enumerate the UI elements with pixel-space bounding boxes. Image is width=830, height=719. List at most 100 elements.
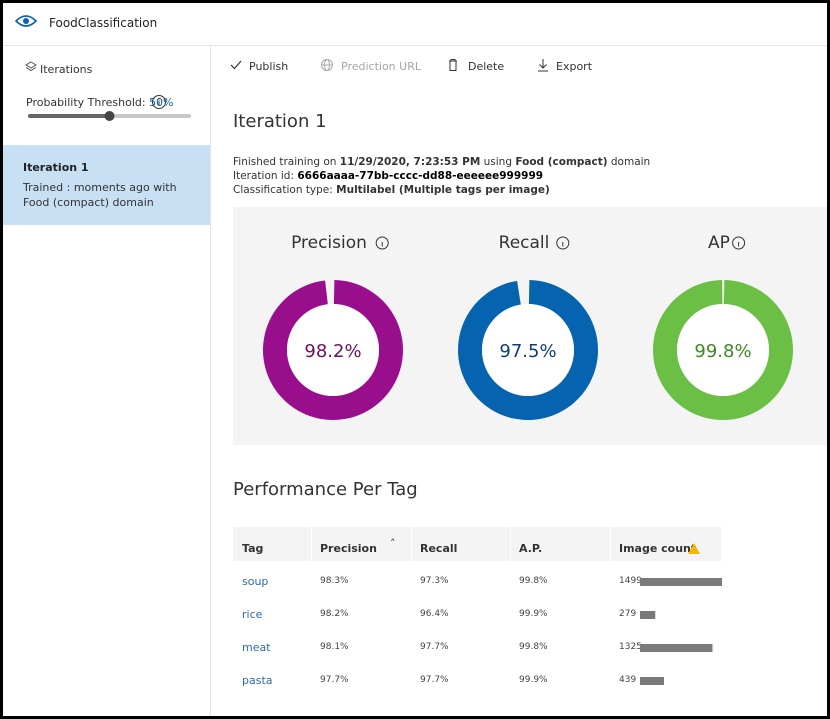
sidebar: Iterations Probability Threshold: 50% It… bbox=[3, 46, 211, 716]
table-cell: 98.1% bbox=[320, 642, 349, 652]
training-domain: Food (compact) bbox=[515, 156, 608, 168]
count-bar bbox=[640, 578, 722, 586]
table-cell: 97.7% bbox=[320, 675, 349, 685]
type-line: Classification type: Multilabel (Multipl… bbox=[233, 183, 650, 197]
column-header: Tag bbox=[242, 542, 264, 555]
text: Finished training on bbox=[233, 156, 337, 168]
toolbar-button[interactable]: Publish bbox=[249, 60, 289, 73]
iteration-description: Trained : moments ago with Food (compact… bbox=[23, 181, 177, 209]
tag-link[interactable]: rice bbox=[242, 608, 263, 621]
donut-hole bbox=[482, 304, 574, 396]
table-cell: 97.3% bbox=[420, 576, 449, 586]
column-divider bbox=[411, 527, 412, 561]
column-header: A.P. bbox=[519, 542, 543, 555]
metrics-chart: Precision 98.2% Recall 97.5% AP 99.8% bbox=[262, 233, 793, 420]
info-circle bbox=[375, 236, 389, 250]
trash-icon bbox=[449, 59, 457, 71]
donut-arc bbox=[458, 280, 598, 420]
metric-name: AP bbox=[708, 233, 730, 253]
training-line: Finished training on 11/29/2020, 7:23:53… bbox=[233, 155, 650, 169]
column-header: Precision bbox=[320, 542, 377, 555]
table-cell: 99.9% bbox=[519, 675, 548, 685]
layers-icon bbox=[25, 61, 37, 72]
warning-icon bbox=[688, 543, 700, 554]
threshold-text: Probability Threshold: bbox=[26, 96, 146, 109]
donut-arc bbox=[262, 280, 403, 420]
tag-link[interactable]: meat bbox=[242, 641, 271, 654]
donut-arc bbox=[652, 280, 793, 420]
info-icon[interactable] bbox=[375, 236, 389, 250]
count-bar-area bbox=[640, 677, 665, 685]
sort-arrow: ˄ bbox=[390, 537, 396, 550]
tag-link[interactable]: soup bbox=[242, 575, 269, 588]
globe-icon bbox=[321, 59, 333, 71]
iteration-item[interactable] bbox=[3, 145, 210, 225]
metric-value: 99.8% bbox=[694, 341, 751, 362]
id-line: Iteration id: 6666aaaa-77bb-cccc-dd88-ee… bbox=[233, 169, 650, 183]
info-icon[interactable] bbox=[556, 236, 570, 250]
eye-icon bbox=[15, 15, 37, 27]
table-cell: 97.7% bbox=[420, 642, 449, 652]
training-date: 11/29/2020, 7:23:53 PM bbox=[339, 156, 481, 168]
info-icon[interactable] bbox=[732, 236, 746, 250]
metric-value: 97.5% bbox=[499, 341, 556, 362]
table-cell: 96.4% bbox=[420, 609, 449, 619]
tag-link[interactable]: pasta bbox=[242, 674, 273, 687]
image-count: 1499 bbox=[619, 576, 642, 586]
column-header: Recall bbox=[420, 542, 458, 555]
toolbar-button[interactable]: Export bbox=[556, 60, 593, 73]
donut-hole bbox=[287, 304, 379, 396]
table-cell: 97.7% bbox=[420, 675, 449, 685]
count-bar bbox=[640, 644, 713, 652]
text: Iteration id: bbox=[233, 170, 294, 182]
table-cell: 99.8% bbox=[519, 576, 548, 586]
table-cell: 99.8% bbox=[519, 642, 548, 652]
warning-triangle bbox=[688, 543, 700, 554]
iteration-name: Iteration 1 bbox=[23, 161, 89, 174]
threshold-slider[interactable] bbox=[23, 108, 193, 124]
slider-knob bbox=[104, 111, 115, 121]
text: using bbox=[483, 156, 513, 168]
section-title: Performance Per Tag bbox=[233, 479, 418, 500]
download-icon bbox=[538, 59, 548, 72]
threshold-label: Probability Threshold: 50% bbox=[26, 96, 174, 109]
metric-name: Recall bbox=[499, 233, 550, 253]
iteration-title: Iteration 1 bbox=[233, 111, 327, 132]
image-count: 439 bbox=[619, 675, 637, 685]
column-divider bbox=[510, 527, 511, 561]
iteration-info: Finished training on 11/29/2020, 7:23:53… bbox=[233, 155, 650, 197]
text: domain bbox=[610, 156, 651, 168]
image-count: 279 bbox=[619, 609, 637, 619]
donut-hole bbox=[677, 304, 769, 396]
top-bar: FoodClassification bbox=[3, 3, 827, 46]
info-circle bbox=[732, 236, 746, 250]
table-header-row bbox=[233, 527, 721, 561]
column-header: Image count bbox=[619, 542, 697, 555]
performance-table: Tag Precision Recall A.P. Image count ˄ soup 98… bbox=[233, 527, 723, 707]
toolbar-button: Prediction URL bbox=[341, 60, 421, 73]
app-title: FoodClassification bbox=[49, 16, 158, 30]
threshold-value: 50% bbox=[149, 96, 174, 109]
classification-type: Multilabel (Multiple tags per image) bbox=[336, 184, 550, 196]
info-circle bbox=[556, 236, 570, 250]
metric-value: 98.2% bbox=[304, 341, 361, 362]
column-divider bbox=[311, 527, 312, 561]
iterations-label[interactable]: Iterations bbox=[40, 63, 93, 76]
check-icon bbox=[230, 60, 242, 70]
info-icon[interactable] bbox=[151, 94, 167, 110]
count-bar bbox=[640, 677, 665, 685]
iteration-id: 6666aaaa-77bb-cccc-dd88-eeeeee999999 bbox=[297, 170, 544, 182]
toolbar-button[interactable]: Delete bbox=[468, 60, 505, 73]
count-bar-area bbox=[640, 611, 656, 619]
count-bar-area bbox=[640, 644, 713, 652]
column-divider bbox=[610, 527, 611, 561]
metric-name: Precision bbox=[291, 233, 367, 253]
table-cell: 98.3% bbox=[320, 576, 349, 586]
count-bar bbox=[640, 611, 656, 619]
text: Classification type: bbox=[233, 184, 333, 196]
table-cell: 99.9% bbox=[519, 609, 548, 619]
count-bar-area bbox=[640, 578, 722, 586]
image-count: 1325 bbox=[619, 642, 642, 652]
